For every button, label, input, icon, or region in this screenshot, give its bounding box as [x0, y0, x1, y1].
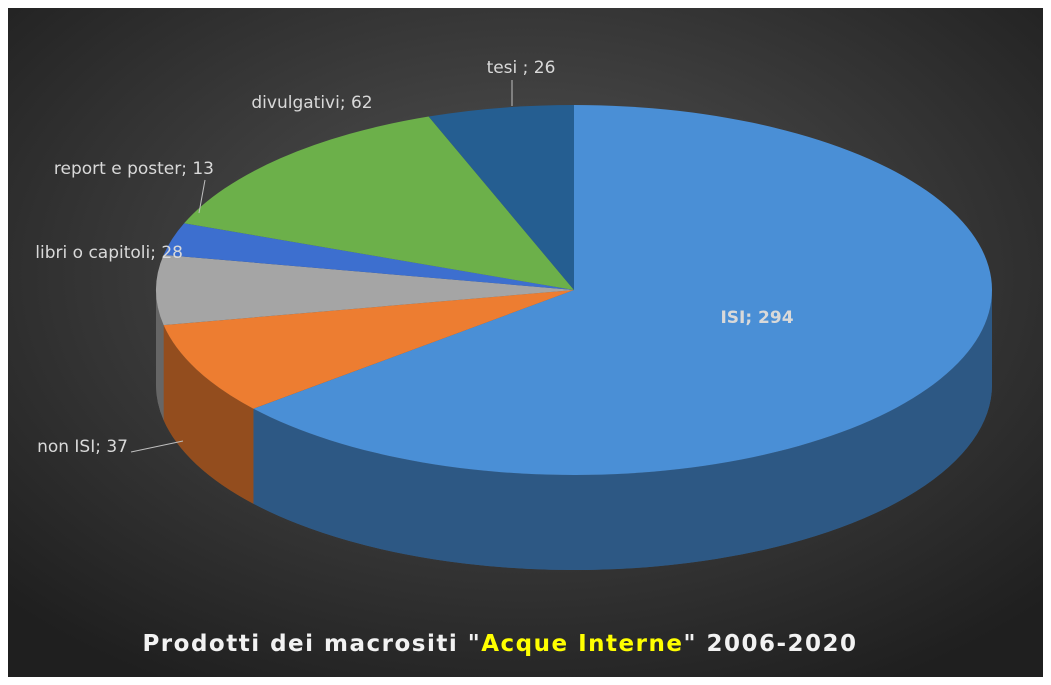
data-label: non ISI; 37	[37, 437, 128, 457]
data-label: divulgativi; 62	[251, 93, 372, 113]
data-label: tesi ; 26	[487, 58, 556, 78]
pie-sides	[156, 290, 992, 570]
data-label: libri o capitoli; 28	[35, 243, 183, 263]
data-label: ISI; 294	[720, 308, 793, 328]
leader-line	[130, 440, 184, 453]
side-shade	[156, 290, 164, 421]
slice-side	[253, 290, 992, 570]
slice	[428, 105, 574, 290]
pie: ISI; 294 non ISI; 37 libri o capitoli; 28 r…	[35, 58, 993, 570]
chart-title: Prodotti dei macrositi "Acque Interne" 2…	[142, 631, 857, 657]
slice	[156, 254, 574, 326]
slice	[163, 223, 574, 290]
slice	[253, 105, 993, 476]
slice-side	[156, 290, 164, 421]
slice	[184, 116, 575, 290]
slice	[163, 290, 574, 409]
data-label: report e poster; 13	[54, 159, 214, 179]
title-part: " 2006-2020	[683, 631, 857, 657]
side-shade	[253, 290, 992, 570]
side-shade	[163, 325, 254, 504]
leader-line	[198, 179, 206, 214]
slice-side	[163, 325, 254, 504]
title-part: Prodotti dei macrositi "	[142, 631, 481, 657]
title-highlight: Acque Interne	[481, 631, 683, 657]
